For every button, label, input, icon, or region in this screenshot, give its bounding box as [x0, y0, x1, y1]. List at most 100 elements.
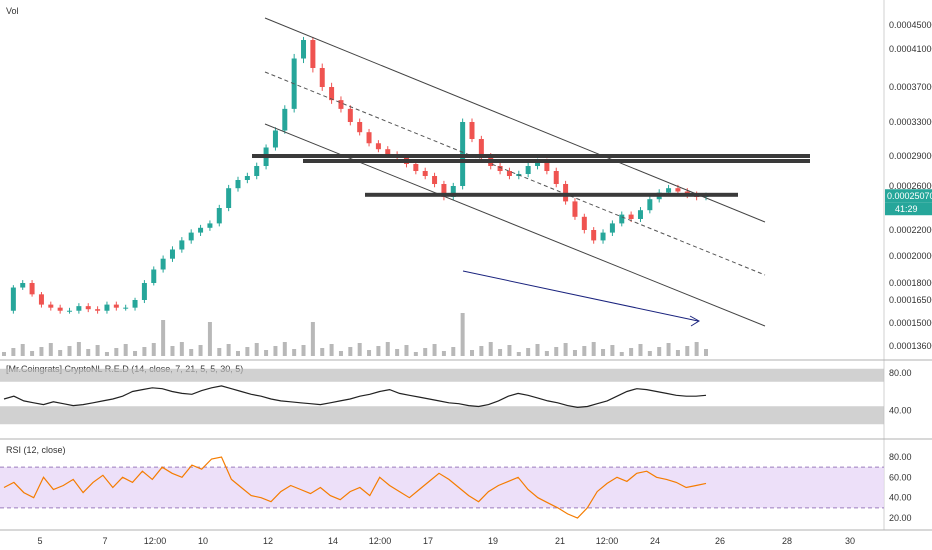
rsi-pane-title: RSI (12, close)	[6, 445, 66, 455]
volume-bar	[563, 343, 568, 356]
red-main-line	[3, 385, 707, 409]
candle-body	[413, 164, 419, 171]
rsi-tick-label: 80.00	[889, 452, 912, 462]
volume-bar	[179, 342, 184, 356]
candle-body	[123, 307, 129, 309]
candle-body	[357, 122, 363, 133]
candle-body	[609, 223, 615, 233]
candle-body	[169, 249, 175, 259]
support-resistance-level	[252, 154, 810, 158]
volume-bar	[460, 313, 465, 356]
volume-bar	[470, 350, 474, 356]
red-lower-band	[0, 406, 884, 425]
candle-body	[647, 199, 653, 211]
time-tick-label: 30	[845, 536, 855, 546]
price-tick-label: 0.00013600	[889, 341, 932, 351]
volume-bar	[338, 351, 343, 356]
candle-body	[572, 201, 578, 217]
rsi-tick-label: 20.00	[889, 513, 912, 523]
support-resistance-level	[303, 159, 810, 163]
volume-bar	[207, 322, 212, 356]
time-tick-label: 17	[423, 536, 433, 546]
candle-body	[10, 287, 16, 311]
candle-body	[637, 210, 643, 219]
candle-body	[319, 68, 325, 87]
volume-bar	[273, 346, 278, 356]
time-tick-label: 21	[555, 536, 565, 546]
price-tick-label: 0.00018000	[889, 278, 932, 288]
support-resistance-level	[365, 192, 738, 197]
candle-body	[132, 300, 138, 308]
candle-body	[38, 294, 44, 305]
volume-bar	[348, 347, 353, 356]
volume-bar	[554, 347, 559, 356]
price-tick-label: 0.00016500	[889, 295, 932, 305]
candle-body	[619, 214, 625, 224]
volume-bar	[535, 344, 540, 356]
time-tick-label: 12:00	[369, 536, 392, 546]
candle-body	[272, 130, 278, 148]
volume-bar	[30, 351, 35, 356]
candle-body	[628, 214, 634, 219]
candle-body	[469, 122, 475, 139]
price-tick-label: 0.00022000	[889, 225, 932, 235]
rsi-tick-label: 40.00	[889, 493, 912, 503]
volume-bar	[58, 350, 63, 356]
volume-bar	[432, 344, 437, 356]
candle-body	[553, 171, 559, 184]
price-tick-label: 0.00026000	[889, 181, 932, 191]
volume-bar	[601, 349, 606, 356]
volume-bar	[104, 352, 109, 356]
volume-bar	[301, 345, 306, 356]
volume-bar	[217, 348, 222, 356]
countdown-label: 41:29	[895, 204, 918, 214]
indicator-tick-label: 40.00	[889, 405, 912, 415]
volume-bar	[20, 344, 25, 356]
volume-bar	[526, 348, 531, 356]
volume-bar	[666, 343, 671, 356]
candle-body	[310, 40, 316, 68]
price-tick-label: 0.00020000	[889, 251, 932, 261]
candle-body	[450, 186, 456, 197]
volume-bar	[657, 347, 662, 356]
candle-body	[347, 108, 353, 122]
indicator-tick-label: 80.00	[889, 368, 912, 378]
volume-bar	[292, 349, 297, 356]
volume-bar	[161, 320, 166, 356]
countdown-badge	[885, 202, 932, 216]
candle-body	[497, 166, 503, 171]
volume-bar	[133, 351, 138, 356]
candle-body	[563, 184, 569, 202]
candle-body	[188, 232, 194, 241]
volume-bar	[404, 345, 409, 356]
volume-bar	[170, 346, 175, 356]
volume-bar	[451, 347, 456, 356]
candle-body	[525, 166, 531, 174]
time-tick-label: 12	[263, 536, 273, 546]
time-tick-label: 12:00	[144, 536, 167, 546]
volume-bar	[704, 349, 708, 356]
candle-body	[113, 304, 119, 308]
volume-bar	[376, 346, 381, 356]
volume-bar	[685, 346, 690, 356]
main-pane-title: Vol	[6, 6, 19, 16]
volume-bar	[423, 348, 428, 356]
volume-bar	[516, 352, 521, 356]
volume-bar	[123, 344, 128, 356]
candle-body	[104, 304, 110, 311]
candle-body	[85, 306, 91, 310]
volume-bar	[114, 348, 119, 356]
candle-body	[432, 176, 438, 184]
candle-body	[385, 149, 391, 155]
volume-bar	[151, 343, 156, 356]
time-tick-label: 28	[782, 536, 792, 546]
volume-bar	[675, 350, 680, 356]
candle-body	[441, 184, 447, 197]
candle-body	[591, 230, 597, 241]
price-tick-label: 0.00029000	[889, 151, 932, 161]
candle-body	[76, 306, 82, 311]
volume-bar	[441, 351, 446, 356]
volume-bar	[582, 346, 587, 356]
volume-bar	[95, 345, 100, 356]
